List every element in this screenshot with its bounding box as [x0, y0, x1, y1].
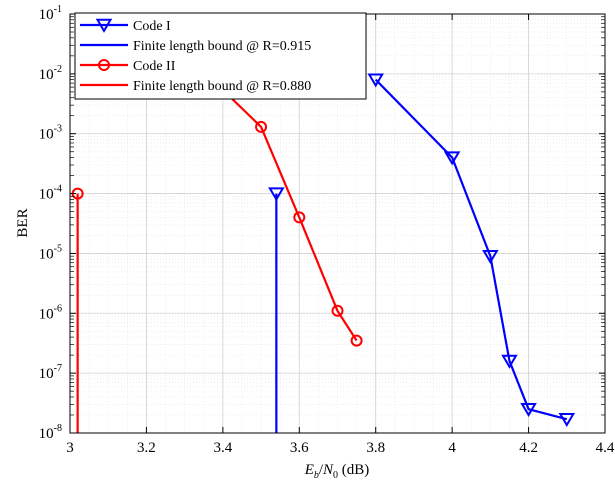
data-point-circle: [293, 211, 306, 224]
x-tick-label: 4.2: [519, 440, 538, 456]
y-axis-label: BER: [15, 208, 31, 237]
data-point-circle: [331, 304, 344, 317]
series-finite-length-bound-r-0-915: [268, 187, 285, 433]
legend-label: Finite length bound @ R=0.915: [133, 39, 311, 54]
x-tick-label: 3.6: [290, 440, 309, 456]
y-tick-label: 10-8: [39, 423, 62, 442]
y-tick-label: 10-4: [39, 184, 62, 203]
y-tick-label: 10-1: [39, 4, 62, 23]
x-tick-label: 3.8: [366, 440, 385, 456]
series-layer: [71, 70, 576, 433]
data-point-triangle: [367, 73, 384, 88]
data-point-circle: [350, 334, 363, 347]
data-point-circle: [98, 59, 110, 71]
y-tick-label: 10-3: [39, 124, 62, 143]
data-point-triangle: [558, 413, 576, 428]
legend-label: Finite length bound @ R=0.880: [133, 79, 311, 94]
legend-entry: Finite length bound @ R=0.880: [80, 79, 311, 94]
series-code-i: [367, 73, 576, 428]
data-point-triangle: [268, 187, 285, 202]
x-tick-label: 4.4: [596, 440, 615, 456]
y-tick-label: 10-2: [39, 64, 62, 83]
data-point-triangle: [520, 402, 537, 418]
x-tick-labels: 3 3.2 3.4 3.6 3.8 4 4.2 4.4: [66, 440, 615, 456]
x-tick-label: 4: [448, 440, 456, 456]
legend-entry: Finite length bound @ R=0.915: [80, 39, 311, 54]
data-point-triangle: [501, 354, 518, 369]
y-tick-label: 10-6: [39, 303, 62, 322]
data-point-circle: [255, 120, 268, 133]
x-tick-label: 3.2: [137, 440, 156, 456]
series-code-ii: [202, 70, 363, 347]
y-tick-label: 10-5: [39, 243, 62, 262]
x-tick-label: 3.4: [213, 440, 232, 456]
x-tick-label: 3: [66, 440, 74, 456]
series-line: [374, 78, 568, 421]
axis-ticks: [69, 13, 606, 434]
x-axis-label: Eb/N0 (dB): [304, 462, 370, 481]
legend: Code I Finite length bound @ R=0.915 Code …: [74, 12, 367, 100]
legend-entry: Code I: [80, 18, 171, 34]
data-point-triangle: [443, 151, 461, 166]
data-point-triangle: [482, 249, 499, 264]
legend-label: Code I: [133, 19, 171, 34]
legend-entry: Code II: [80, 59, 176, 74]
series-line: [202, 70, 358, 342]
data-point-triangle: [95, 18, 113, 33]
legend-label: Code II: [133, 59, 176, 74]
y-tick-labels: 10-8 10-7 10-6 10-5 10-4 10-3 10-2 10-1: [39, 4, 62, 442]
y-tick-label: 10-7: [39, 363, 62, 382]
